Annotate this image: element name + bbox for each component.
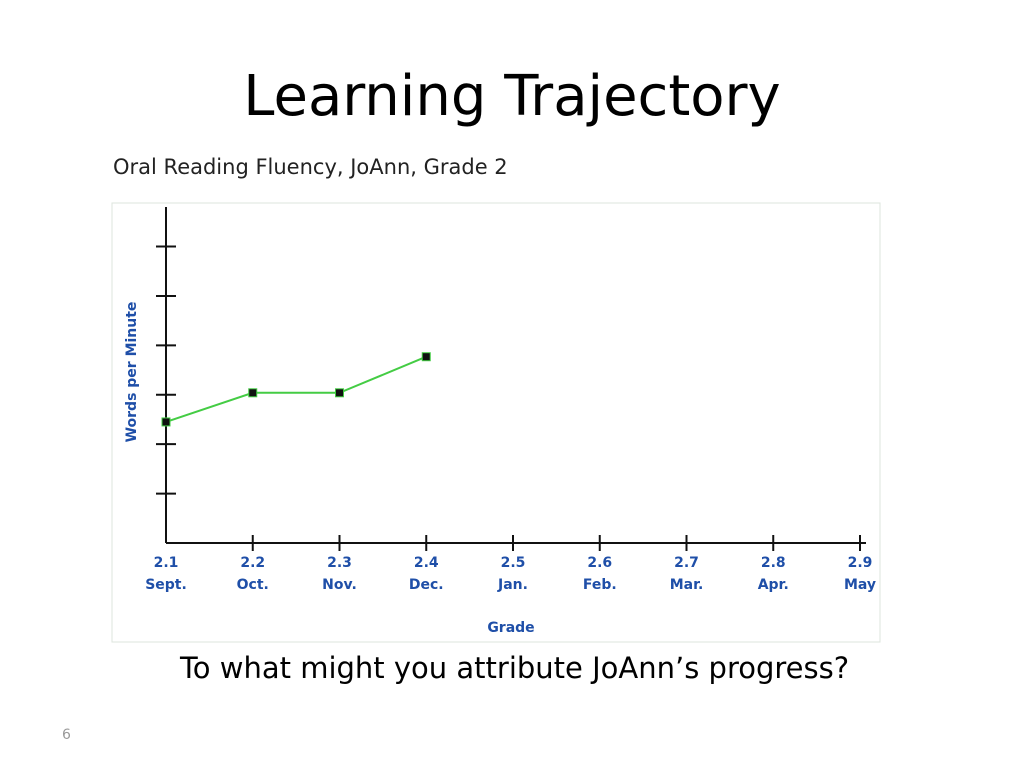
x-tick-label: 2.7 <box>674 555 699 571</box>
data-point <box>421 352 431 362</box>
x-tick-month: Dec. <box>409 577 444 593</box>
x-tick-month: Mar. <box>670 577 704 593</box>
chart-title: Oral Reading Fluency, JoAnn, Grade 2 <box>113 155 508 179</box>
question: To what might you attribute JoAnn’s prog… <box>179 651 849 685</box>
x-tick-month: Oct. <box>237 577 269 593</box>
x-tick-label: 2.5 <box>501 555 526 571</box>
x-tick-month: Jan. <box>497 577 528 593</box>
x-tick-month: Apr. <box>758 577 789 593</box>
y-axis-label: Words per Minute <box>124 302 140 443</box>
chart-frame <box>111 202 881 643</box>
x-tick-month: May <box>844 577 876 593</box>
data-point <box>335 388 344 398</box>
x-tick-label: 2.9 <box>848 555 873 571</box>
x-tick-month: Sept. <box>145 577 187 593</box>
series-line <box>165 355 427 423</box>
slide-title: Learning Trajectory <box>243 64 780 129</box>
x-tick-label: 2.3 <box>327 555 352 571</box>
page-number: 6 <box>62 727 71 743</box>
x-tick-month: Nov. <box>322 577 357 593</box>
data-point <box>248 388 258 398</box>
data-point <box>161 417 171 427</box>
x-axis-label: Grade <box>487 620 534 636</box>
x-tick-label: 2.6 <box>587 555 612 571</box>
x-tick-label: 2.8 <box>761 555 786 571</box>
x-tick-label: 2.2 <box>240 555 265 571</box>
x-tick-label: 2.1 <box>154 555 179 571</box>
x-tick-month: Feb. <box>583 577 617 593</box>
x-tick-label: 2.4 <box>414 555 439 571</box>
